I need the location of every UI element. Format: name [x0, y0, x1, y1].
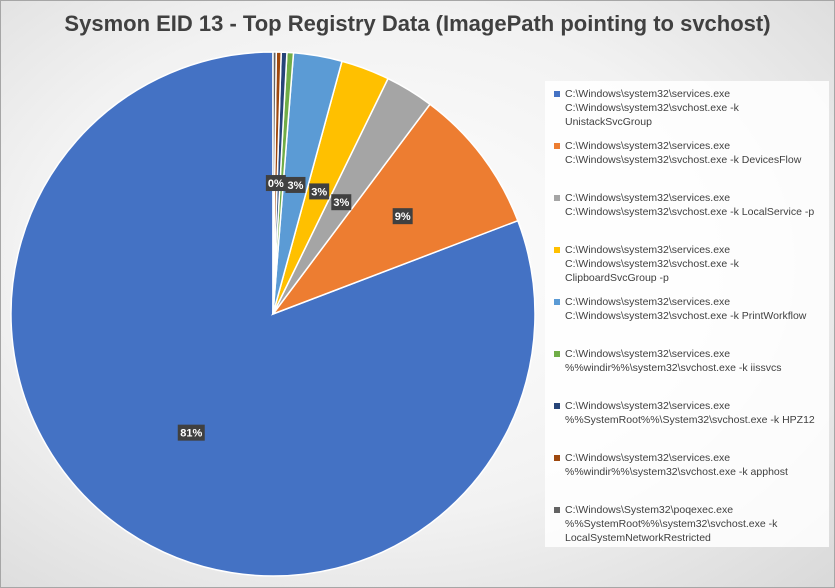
legend-label: C:\Windows\System32\poqexec.exe — [565, 504, 734, 516]
data-label-8: 0% — [265, 175, 286, 192]
legend-label: ClipboardSvcGroup -p — [565, 272, 669, 284]
legend-label: C:\Windows\system32\svchost.exe -k — [565, 102, 739, 114]
data-label-3: 3% — [331, 194, 352, 211]
legend-label: C:\Windows\system32\svchost.exe -k Local… — [565, 206, 815, 218]
legend-item-7: C:\Windows\system32\services.exe %%System… — [554, 399, 830, 451]
legend-label: %%SystemRoot%%\System32\svchost.exe -k H… — [565, 414, 815, 426]
legend-item-2: C:\Windows\system32\services.exe C:\Windo… — [554, 139, 830, 191]
data-labels: 81% 9% 3% 3% 3% 0% — [177, 175, 413, 441]
data-label-5: 3% — [285, 176, 306, 193]
data-label-2: 9% — [392, 208, 413, 225]
svg-text:3%: 3% — [288, 180, 304, 192]
legend-item-3: C:\Windows\system32\services.exe C:\Windo… — [554, 191, 830, 243]
legend-item-6: C:\Windows\system32\services.exe %%windir… — [554, 347, 830, 399]
legend-label: UnistackSvcGroup — [565, 116, 652, 128]
legend-label: C:\Windows\system32\services.exe — [565, 192, 731, 204]
legend-swatch — [554, 143, 560, 149]
legend-item-1: C:\Windows\system32\services.exe C:\Windo… — [554, 87, 830, 139]
svg-text:9%: 9% — [395, 211, 411, 223]
pie-slice-1 — [10, 51, 536, 577]
legend-item-4: C:\Windows\system32\services.exe C:\Windo… — [554, 243, 830, 295]
legend-label: LocalSystemNetworkRestricted — [565, 532, 711, 544]
svg-text:81%: 81% — [180, 428, 202, 440]
legend-background — [545, 81, 829, 547]
legend-item-5: C:\Windows\system32\services.exe C:\Windo… — [554, 295, 830, 347]
legend-label: %%windir%%\system32\svchost.exe -k appho… — [565, 466, 788, 478]
legend: C:\Windows\system32\services.exe C:\Windo… — [554, 87, 830, 555]
legend-label: C:\Windows\system32\services.exe — [565, 348, 731, 360]
legend-label: C:\Windows\system32\svchost.exe -k Devic… — [565, 154, 802, 166]
data-label-1: 81% — [177, 424, 205, 441]
legend-swatch — [554, 91, 560, 97]
legend-label: C:\Windows\system32\services.exe — [565, 452, 731, 464]
legend-label: C:\Windows\system32\svchost.exe -k — [565, 258, 739, 270]
legend-label: C:\Windows\system32\svchost.exe -k Print… — [565, 310, 807, 322]
legend-label: C:\Windows\system32\services.exe — [565, 400, 731, 412]
legend-item-9: C:\Windows\System32\poqexec.exe %%SystemR… — [554, 503, 830, 555]
svg-text:3%: 3% — [333, 197, 349, 209]
legend-swatch — [554, 507, 560, 513]
svg-text:0%: 0% — [268, 178, 284, 190]
legend-swatch — [554, 247, 560, 253]
legend-label: C:\Windows\system32\services.exe — [565, 88, 731, 100]
legend-swatch — [554, 455, 560, 461]
legend-swatch — [554, 299, 560, 305]
legend-label: %%windir%%\system32\svchost.exe -k iissv… — [565, 362, 782, 374]
legend-label: C:\Windows\system32\services.exe — [565, 244, 731, 256]
legend-label: C:\Windows\system32\services.exe — [565, 296, 731, 308]
data-label-4: 3% — [309, 183, 330, 200]
legend-swatch — [554, 403, 560, 409]
legend-swatch — [554, 195, 560, 201]
legend-swatch — [554, 351, 560, 357]
legend-item-8: C:\Windows\system32\services.exe %%windir… — [554, 451, 830, 503]
chart-title: Sysmon EID 13 - Top Registry Data (Image… — [64, 11, 771, 36]
svg-text:3%: 3% — [311, 186, 327, 198]
legend-label: C:\Windows\system32\services.exe — [565, 140, 731, 152]
legend-label: %%SystemRoot%%\system32\svchost.exe -k — [565, 518, 778, 530]
